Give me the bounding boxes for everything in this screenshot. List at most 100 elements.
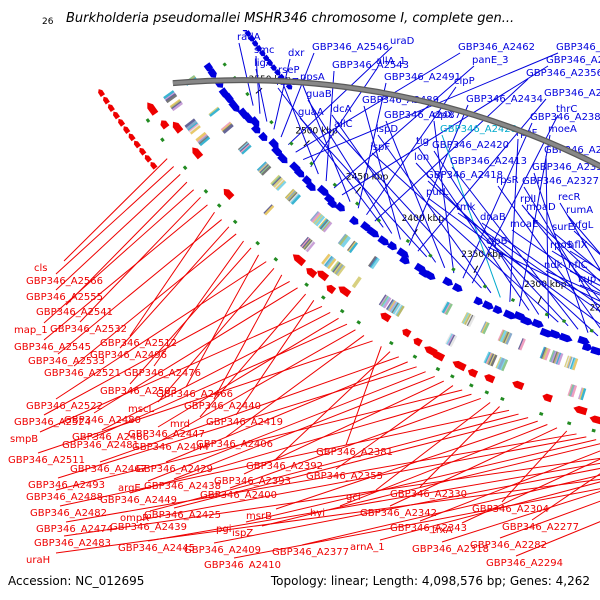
forward-gene-label[interactable]: kup xyxy=(578,274,596,285)
forward-gene-label[interactable]: GBP346_A2546 xyxy=(312,42,389,53)
reverse-gene-label[interactable]: GBP346_A2409 xyxy=(184,545,261,556)
reverse-gene-label[interactable]: GBP346_A2482 xyxy=(30,508,107,519)
forward-gene-label[interactable]: GBP346_A2543 xyxy=(332,60,409,71)
reverse-gene-label[interactable]: GBP346_A2522 xyxy=(26,401,103,412)
forward-gene-label[interactable]: uraD xyxy=(390,36,415,47)
reverse-gene-label[interactable]: GBP346_A2425 xyxy=(144,510,221,521)
forward-gene-label[interactable]: ndk xyxy=(544,260,563,271)
forward-gene-label[interactable]: moaD xyxy=(526,202,556,213)
forward-gene-label[interactable]: clpP xyxy=(454,76,475,87)
forward-gene-label[interactable]: dnaB xyxy=(480,212,506,223)
forward-gene-label[interactable]: radA xyxy=(237,32,261,43)
reverse-gene-label[interactable]: hyi xyxy=(310,508,325,519)
reverse-gene-label[interactable]: GBP346_A2342 xyxy=(360,508,437,519)
forward-gene-label[interactable]: guaA xyxy=(298,107,324,118)
forward-gene-label[interactable]: GBP346_A2434 xyxy=(466,94,543,105)
reverse-gene-label[interactable]: argE xyxy=(118,483,141,494)
forward-gene-label[interactable]: ldcA xyxy=(330,104,352,115)
reverse-gene-label[interactable]: GBP346_A2277 xyxy=(502,522,579,533)
forward-gene-label[interactable]: GBP346_A2374 xyxy=(556,42,600,53)
forward-gene-label[interactable]: rseP xyxy=(278,65,300,76)
reverse-gene-label[interactable]: GBP346_A2294 xyxy=(486,558,563,569)
forward-gene-label[interactable]: guaB xyxy=(306,89,332,100)
reverse-gene-label[interactable]: GBP346_A2496 xyxy=(90,350,167,361)
reverse-gene-label[interactable]: GBP346_A2392 xyxy=(246,461,323,472)
forward-gene-label[interactable]: ligA xyxy=(254,58,273,69)
reverse-gene-label[interactable]: GBP346_A2318 xyxy=(412,544,489,555)
forward-gene-label[interactable]: GBP346_A2327 xyxy=(522,176,599,187)
forward-gene-label[interactable]: smc xyxy=(254,45,274,56)
reverse-gene-label[interactable]: smpB xyxy=(10,434,38,445)
reverse-gene-label[interactable]: GBP346_A2444 xyxy=(132,442,209,453)
forward-gene-label[interactable]: GBP346_A2487 xyxy=(384,110,461,121)
reverse-gene-label[interactable]: GBP346_A2555 xyxy=(26,292,103,303)
reverse-gene-label[interactable]: GBP346_A2406 xyxy=(196,439,273,450)
forward-gene-label[interactable]: surE xyxy=(552,222,574,233)
forward-gene-label[interactable]: GBP346_A2413 xyxy=(450,156,527,167)
forward-gene-label[interactable]: GBP346_A2489 xyxy=(362,95,439,106)
reverse-gene-label[interactable]: pgi xyxy=(216,524,231,535)
reverse-gene-label[interactable]: GBP346_A2445 xyxy=(118,543,195,554)
reverse-gene-label[interactable]: mscL xyxy=(128,404,154,415)
reverse-gene-label[interactable]: GBP346_A2400 xyxy=(200,490,277,501)
reverse-gene-label[interactable]: GBP346_A2429 xyxy=(136,464,213,475)
forward-gene-label[interactable]: GBP346_A2462 xyxy=(458,42,535,53)
forward-gene-label[interactable]: GBP346_A2420 xyxy=(432,140,509,151)
forward-gene-label[interactable]: lon xyxy=(414,152,429,163)
reverse-gene-label[interactable]: mrd xyxy=(170,419,190,430)
reverse-gene-label[interactable]: GBP346_A2449 xyxy=(100,495,177,506)
reverse-gene-label[interactable]: gcl xyxy=(346,492,361,503)
reverse-gene-label[interactable]: GBP346_A2381 xyxy=(316,447,393,458)
reverse-gene-label[interactable]: GBP346_A2481 xyxy=(62,440,139,451)
reverse-gene-label[interactable]: GBP346_A2393 xyxy=(214,476,291,487)
reverse-gene-label[interactable]: GBP346_A2467 xyxy=(70,464,147,475)
reverse-gene-label[interactable]: ompR xyxy=(120,513,149,524)
forward-gene-label[interactable]: GBP346_A2351 xyxy=(544,88,600,99)
reverse-gene-label[interactable]: map_1 xyxy=(14,325,48,336)
reverse-gene-label[interactable]: GBP346_A2343 xyxy=(390,523,467,534)
forward-gene-label[interactable]: thrC xyxy=(556,104,577,115)
reverse-gene-label[interactable]: ispZ xyxy=(232,528,253,539)
forward-gene-label[interactable]: ispF xyxy=(370,142,390,153)
reverse-gene-label[interactable]: GBP346_A2545 xyxy=(14,342,91,353)
reverse-gene-label[interactable]: GBP346_A2438 xyxy=(144,481,221,492)
forward-gene-label[interactable]: clpX xyxy=(432,110,454,121)
reverse-gene-label[interactable]: GBP346_A2466 xyxy=(156,389,233,400)
forward-gene-label[interactable]: GBP346_A2365 xyxy=(546,55,600,66)
forward-gene-label[interactable]: hflC xyxy=(568,260,588,271)
forward-gene-label[interactable]: allA_1 xyxy=(376,56,406,67)
reverse-gene-label[interactable]: GBP346_A2541 xyxy=(36,307,113,318)
reverse-gene-label[interactable]: GBP346_A2486 xyxy=(72,432,149,443)
forward-gene-label[interactable]: ispD xyxy=(376,124,398,135)
reverse-gene-label[interactable]: GBP346_A2330 xyxy=(390,489,467,500)
reverse-gene-label[interactable]: uraH xyxy=(26,555,50,566)
reverse-gene-label[interactable]: GBP346_A2532 xyxy=(50,324,127,335)
reverse-gene-label[interactable]: GBP346_A2483 xyxy=(34,538,111,549)
reverse-gene-label[interactable]: GBP346_A2521 xyxy=(44,368,121,379)
forward-gene-label[interactable]: moaE xyxy=(510,219,538,230)
reverse-gene-label[interactable]: GBP346_A2474 xyxy=(36,524,113,535)
reverse-gene-label[interactable]: GBP346_A2512 xyxy=(100,338,177,349)
reverse-gene-label[interactable]: arnA_1 xyxy=(350,542,385,553)
reverse-gene-label[interactable]: GBP346_A2503 xyxy=(100,386,177,397)
forward-gene-label[interactable]: GBP346_A2428 xyxy=(440,124,517,135)
reverse-gene-label[interactable]: GBP346_A2440 xyxy=(184,401,261,412)
forward-gene-label[interactable]: rpoS xyxy=(550,240,573,251)
reverse-gene-label[interactable]: trxA xyxy=(432,525,453,536)
forward-gene-label[interactable]: yfgL xyxy=(572,220,594,231)
forward-gene-label[interactable]: moeA xyxy=(548,124,577,135)
forward-gene-label[interactable]: hflX xyxy=(568,240,588,251)
forward-gene-label[interactable]: rplI xyxy=(520,194,536,205)
reverse-gene-label[interactable]: GBP346_A2488 xyxy=(26,492,103,503)
reverse-gene-label[interactable]: GBP346_A2377 xyxy=(272,547,349,558)
forward-gene-label[interactable]: allC xyxy=(334,119,353,130)
reverse-gene-label[interactable]: GBP346_A2511 xyxy=(8,455,85,466)
forward-gene-label[interactable]: GBP346_A2418 xyxy=(426,170,503,181)
reverse-gene-label[interactable]: GBP346_A2419 xyxy=(206,417,283,428)
reverse-gene-label[interactable]: GBP346_A2282 xyxy=(470,540,547,551)
forward-gene-label[interactable]: tig xyxy=(416,136,429,147)
forward-gene-label[interactable]: recR xyxy=(558,192,581,203)
forward-gene-label[interactable]: GBP346_A2356 xyxy=(526,68,600,79)
reverse-gene-label[interactable]: GBP346_A2304 xyxy=(472,504,549,515)
forward-gene-label[interactable]: rumA xyxy=(566,205,593,216)
